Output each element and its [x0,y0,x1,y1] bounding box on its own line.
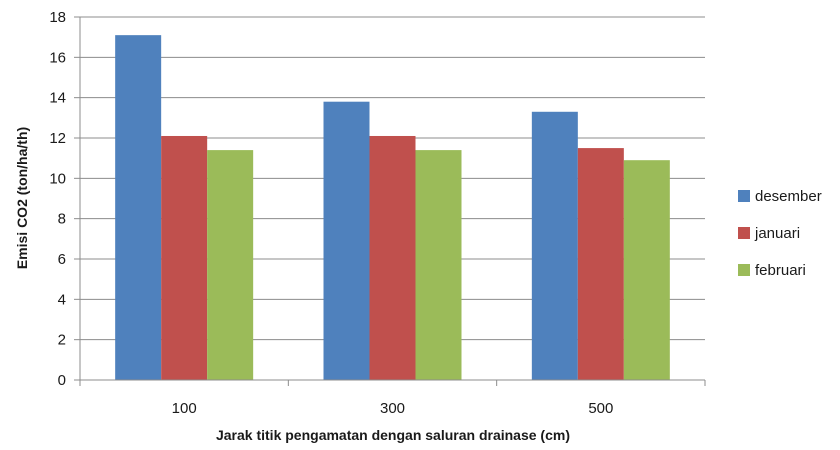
y-tick-labels: 0 2 4 6 8 10 12 14 16 18 [49,9,66,389]
x-tick-label: 300 [380,400,405,417]
y-tick-label: 14 [49,90,66,107]
bar-desember-500 [531,111,578,381]
legend-label-januari: januari [754,225,800,242]
x-tick-label: 100 [172,400,197,417]
x-axis-title: Jarak titik pengamatan dengan saluran dr… [216,427,570,443]
bar-februari-500 [623,160,670,380]
y-tick-label: 6 [58,251,66,268]
bar-februari-100 [207,150,254,380]
y-tick-label: 0 [58,372,66,389]
y-tick-label: 18 [49,9,66,26]
bars [115,35,670,381]
bar-januari-100 [161,135,208,380]
legend: desember januari februari [738,188,822,279]
bar-februari-300 [415,150,462,380]
axes [74,16,706,386]
bar-desember-100 [115,35,162,381]
y-tick-label: 12 [49,130,66,147]
legend-label-desember: desember [755,188,822,205]
y-tick-label: 8 [58,211,66,228]
legend-swatch-desember [738,190,750,202]
bar-januari-500 [577,148,624,380]
y-tick-label: 2 [58,332,66,349]
bar-desember-300 [323,101,370,380]
y-axis-title: Emisi CO2 (ton/ha/th) [14,127,30,269]
y-tick-label: 16 [49,49,66,66]
x-tick-labels: 100 300 500 [172,400,614,417]
legend-label-februari: februari [755,262,806,279]
y-tick-label: 4 [58,291,66,308]
x-tick-label: 500 [588,400,613,417]
legend-swatch-februari [738,264,750,276]
bar-januari-300 [369,135,416,380]
y-tick-label: 10 [49,170,66,187]
legend-swatch-januari [738,227,750,239]
